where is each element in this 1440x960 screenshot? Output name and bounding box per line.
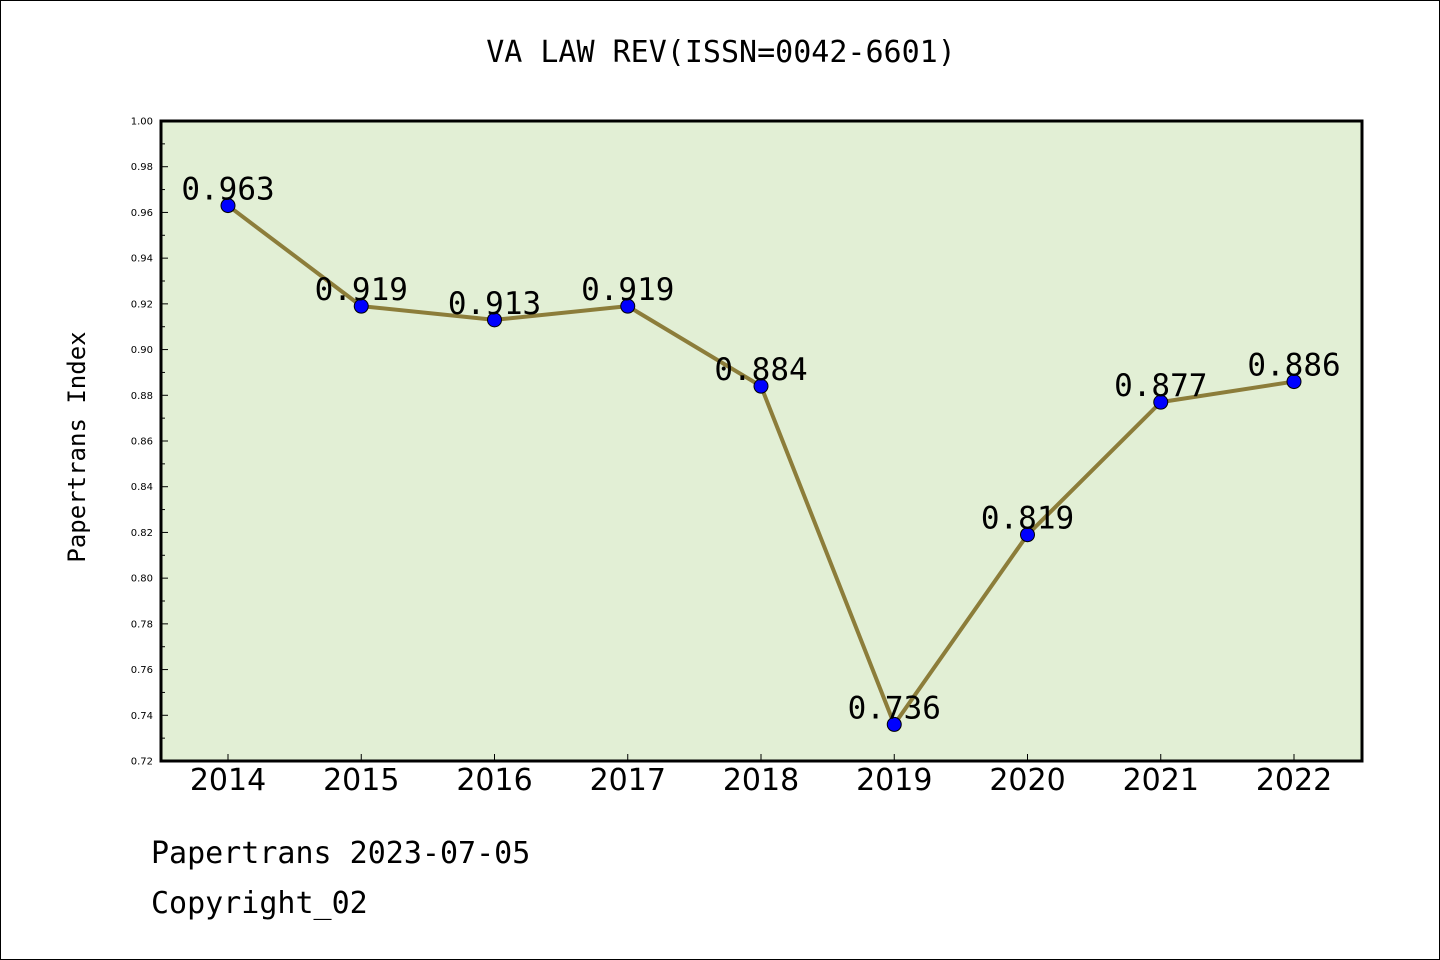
y-tick-label: 0.78 — [131, 619, 153, 630]
data-point — [1286, 374, 1302, 390]
y-tick-label: 0.76 — [131, 665, 153, 676]
data-point — [487, 312, 502, 328]
data-point — [886, 716, 902, 732]
y-tick-label: 0.84 — [131, 482, 153, 493]
data-point — [620, 298, 636, 314]
x-tick-label: 2018 — [723, 763, 799, 798]
series-markers — [220, 198, 1302, 732]
data-label: 0.884 — [714, 352, 807, 388]
data-point — [1153, 394, 1169, 410]
plot-area — [161, 121, 1362, 761]
x-tick-label: 2015 — [323, 763, 399, 798]
footer-date: Papertrans 2023-07-05 — [151, 836, 531, 871]
data-label: 0.919 — [581, 272, 674, 308]
y-tick-label: 0.86 — [131, 437, 153, 448]
y-tick-label: 0.82 — [131, 528, 153, 539]
data-label: 0.819 — [981, 501, 1074, 537]
data-label: 0.736 — [848, 690, 941, 726]
y-tick-label: 0.98 — [131, 162, 153, 173]
data-label: 0.886 — [1247, 348, 1340, 384]
data-labels: 0.963 0.919 0.913 0.919 0.884 0.736 0.819 0.877… — [181, 172, 1340, 727]
x-tick-label: 2022 — [1256, 763, 1332, 798]
data-label: 0.913 — [448, 286, 541, 322]
x-tick-label: 2019 — [856, 763, 932, 798]
y-tick-label: 0.92 — [131, 299, 153, 310]
y-tick-label: 0.80 — [131, 574, 153, 585]
data-point — [1020, 527, 1035, 543]
data-point — [753, 378, 769, 394]
x-tick-label: 2014 — [190, 763, 266, 798]
data-point — [353, 298, 369, 314]
y-tick-label: 1.00 — [131, 117, 153, 128]
x-axis: 2014 2015 2016 2017 2018 2019 2020 2021 2022 — [190, 754, 1332, 798]
y-tick-label: 0.74 — [131, 711, 153, 722]
y-tick-label: 0.94 — [131, 254, 153, 265]
data-point — [220, 198, 236, 214]
plot-border — [159, 119, 1364, 763]
x-tick-label: 2021 — [1123, 763, 1199, 798]
y-tick-label: 0.88 — [131, 391, 153, 402]
data-label: 0.919 — [315, 272, 408, 308]
chart-title: VA LAW REV(ISSN=0042-6601) — [486, 35, 956, 70]
x-tick-label: 2017 — [590, 763, 666, 798]
data-label: 0.877 — [1114, 368, 1207, 404]
x-tick-label: 2016 — [456, 763, 532, 798]
y-axis-label: Papertrans Index — [63, 331, 91, 562]
data-label: 0.963 — [181, 172, 274, 208]
y-tick-label: 0.96 — [131, 208, 153, 219]
footer-copyright: Copyright_02 — [151, 886, 368, 921]
x-tick-label: 2020 — [989, 763, 1065, 798]
y-tick-label: 0.90 — [131, 345, 153, 356]
y-tick-label: 0.72 — [131, 757, 153, 768]
